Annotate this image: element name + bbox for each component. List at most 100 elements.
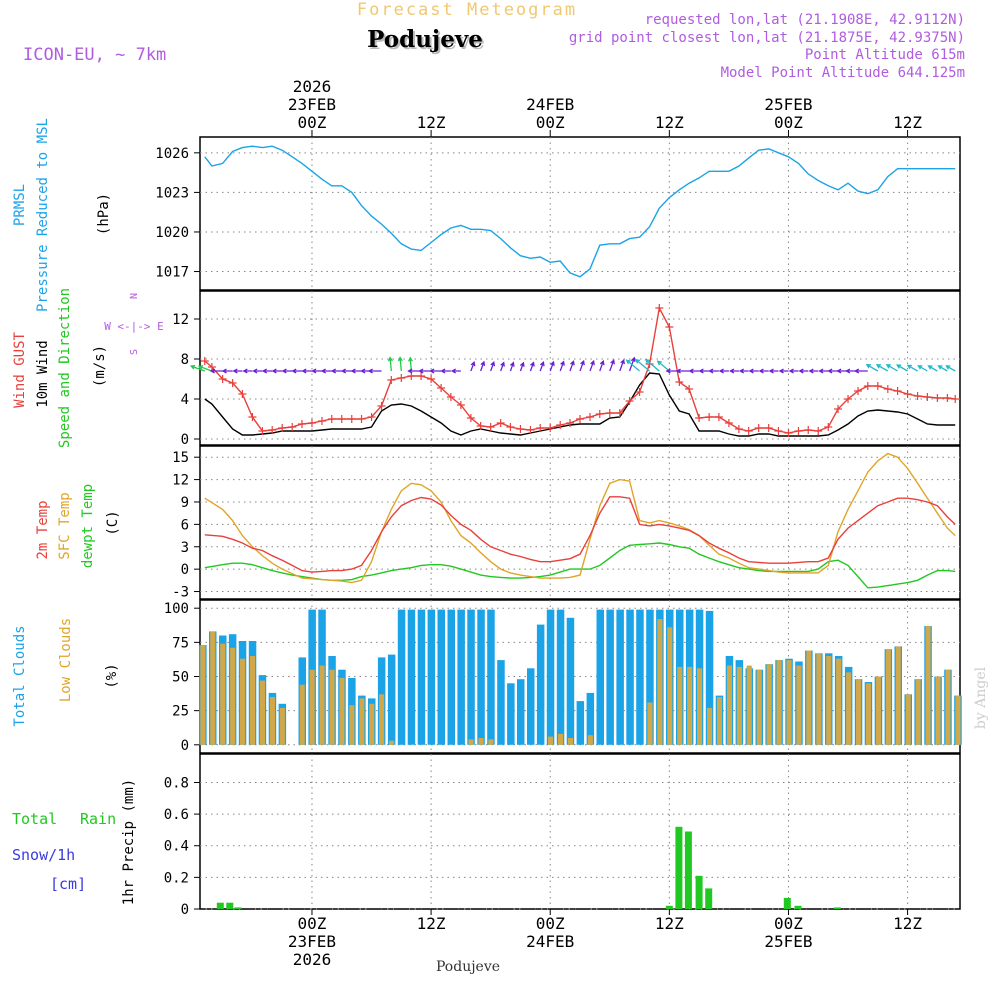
gust-marker [268,426,277,434]
low-cloud-bar [885,649,891,745]
wind-arrow [242,368,253,374]
low-cloud-bar [468,739,474,745]
temp-legend-unit: (C) [105,510,121,535]
wind-legend-unit: (m/s) [92,345,108,387]
y-tick-label: 12 [172,312,189,328]
panel-frame-0 [199,136,961,291]
total-cloud-bar [427,609,436,745]
compass-rose: N W <-|-> E S [104,293,164,355]
pressure-legend: PRMSL Pressure Reduced to MSL (hPa) [12,118,112,312]
low-cloud-bar [558,733,564,745]
gust-marker [297,420,306,428]
wind-arrow [397,356,403,372]
compass-south: S [129,349,140,355]
wind-arrow [818,368,829,374]
gust-marker [397,374,406,382]
total-cloud-bar [536,624,545,745]
gust-marker [218,375,227,383]
y-tick-label: 0.2 [164,870,189,886]
gust-marker [685,385,694,393]
gust-marker [873,382,882,390]
y-tick-label: 0 [181,902,189,918]
y-tick-label: 8 [181,352,189,368]
low-cloud-bar [875,676,881,745]
pressure-legend-msl: Pressure Reduced to MSL [35,118,51,312]
bottom-year-label: 2026 [293,950,332,969]
total-cloud-bar [387,654,396,745]
wind-arrow [865,364,879,372]
wind-arrow [937,365,948,372]
total-cloud-bar [407,609,416,745]
gust-marker [200,357,209,365]
total-cloud-bar [566,617,575,745]
low-cloud-bar [339,677,345,745]
gust-marker [951,395,960,403]
wind-arrow [579,359,585,372]
wind-arrow [429,368,442,374]
total-cloud-bar [616,609,624,745]
low-cloud-bar [259,680,265,745]
wind-arrow [885,364,898,372]
gust-marker [764,424,773,432]
wind-arrow [569,360,575,372]
wind-arrow [729,368,739,374]
y-tick-label: 4 [181,392,189,408]
compass-north: N [129,293,140,299]
gust-marker [834,405,843,413]
total-cloud-bar [497,660,505,745]
rain-bar [665,905,673,909]
wind-arrow [301,368,312,374]
wind-arrow [320,368,332,374]
low-cloud-bar [250,656,256,745]
low-cloud-bar [816,653,822,745]
gust-marker [337,415,346,423]
rain-bar [705,888,713,909]
gust-marker [933,394,942,402]
wind-arrow [539,361,545,372]
low-cloud-bar [220,643,226,745]
wind-arrow [340,368,352,374]
low-cloud-bar [826,656,832,745]
low-cloud-bar [657,619,663,745]
rain-bar [684,831,692,909]
wind-arrow [450,368,461,374]
y-tick-label: 25 [172,704,189,720]
model-altitude: Model Point Altitude 644.125m [721,65,965,81]
wind-arrow [927,365,938,372]
precip-axis-title: 1hr Precip (mm) [121,779,137,905]
wind-arrow [261,368,273,374]
footer-location: Podujeve [436,959,500,975]
cloud-legend: Total Clouds Low Clouds (%) [12,618,120,727]
gust-marker [903,390,912,398]
wind-legend-dir: Speed and Direction [57,288,73,448]
wind-arrow [197,365,213,372]
grid-lines [194,137,960,910]
gust-marker [506,423,515,431]
total-cloud-bar [586,692,595,745]
gridpoint-coords: grid point closest lon,lat (21.1875E, 42… [569,30,965,46]
gust-marker [655,304,664,312]
wind-arrow [209,368,223,374]
gust-marker [278,424,287,432]
gust-marker [357,415,366,423]
top-hour-label: 12Z [655,113,684,132]
gust-marker [844,395,853,403]
gust-marker [288,423,297,431]
wind-arrow [440,368,451,374]
low-cloud-bar [488,739,494,745]
low-cloud-bar [379,694,385,745]
low-cloud-bar [230,647,236,745]
low-cloud-bar [359,698,365,745]
wind-arrow [589,359,595,372]
rain-bar [695,875,703,909]
top-year-label: 2026 [293,77,332,96]
y-tick-label: -3 [172,585,189,601]
wind-legend: Wind GUST 10m Wind Speed and Direction (… [12,288,164,448]
temp-legend-dewpt: dewpt Temp [80,484,96,568]
low-cloud-bar [726,665,732,745]
requested-coords: requested lon,lat (21.1908E, 42.9112N) [645,12,965,28]
low-cloud-bar [935,676,941,745]
low-cloud-bar [647,702,653,745]
